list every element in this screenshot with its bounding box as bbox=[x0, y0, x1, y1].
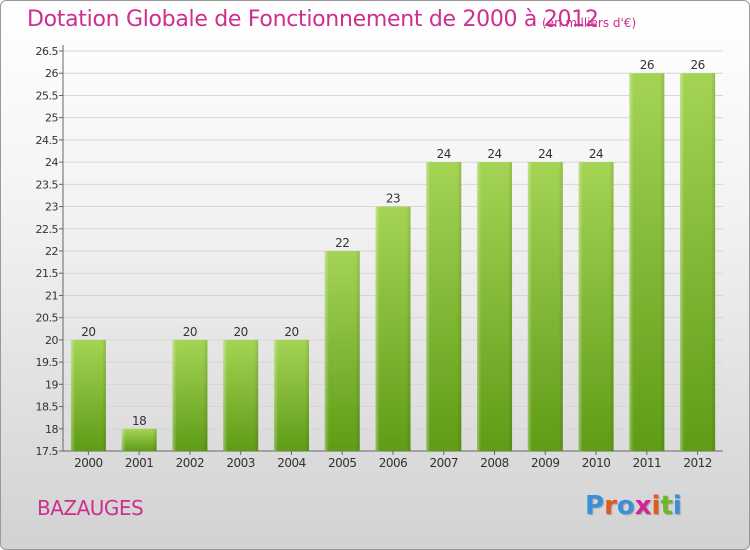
bar-shine bbox=[680, 73, 716, 451]
logo-letter: o bbox=[616, 491, 635, 521]
y-tick-label: 23 bbox=[45, 201, 58, 214]
bars bbox=[70, 73, 716, 451]
logo-letter: t bbox=[660, 491, 673, 521]
logo-letter: P bbox=[585, 491, 605, 521]
bar-group bbox=[273, 339, 309, 451]
logo-letter: i bbox=[672, 491, 682, 521]
bar-shine bbox=[477, 162, 513, 451]
bar-shine bbox=[223, 339, 259, 451]
bar-shine bbox=[273, 339, 309, 451]
logo-letter: r bbox=[604, 491, 617, 521]
bar-shine bbox=[375, 206, 411, 451]
bar-shine bbox=[629, 73, 665, 451]
y-tick-label: 24.5 bbox=[36, 134, 59, 147]
value-label: 20 bbox=[284, 325, 298, 339]
x-tick-label: 2001 bbox=[125, 456, 154, 470]
y-tick-label: 22.5 bbox=[36, 223, 59, 236]
value-label: 26 bbox=[690, 58, 704, 72]
x-tick-label: 2000 bbox=[74, 456, 103, 470]
bar-group bbox=[477, 162, 513, 451]
bar-shine bbox=[578, 162, 614, 451]
x-tick-label: 2007 bbox=[429, 456, 458, 470]
bar-group bbox=[172, 339, 208, 451]
value-label: 26 bbox=[640, 58, 654, 72]
bar-group bbox=[324, 251, 360, 451]
y-tick-label: 18.5 bbox=[36, 401, 59, 414]
y-tick-label: 18 bbox=[45, 423, 58, 436]
y-tick-label: 20.5 bbox=[36, 312, 59, 325]
y-tick-label: 23.5 bbox=[36, 178, 59, 191]
y-tick-label: 25 bbox=[45, 112, 58, 125]
bar-shine bbox=[324, 251, 360, 451]
value-label: 24 bbox=[538, 147, 552, 161]
proxiti-logo: Proxiti bbox=[585, 491, 682, 521]
bar-shine bbox=[172, 339, 208, 451]
x-tick-label: 2010 bbox=[582, 456, 611, 470]
x-tick-label: 2005 bbox=[328, 456, 357, 470]
y-tick-label: 19.5 bbox=[36, 356, 59, 369]
logo-letter: x bbox=[634, 491, 652, 521]
value-label: 23 bbox=[386, 192, 400, 206]
x-tick-label: 2006 bbox=[379, 456, 408, 470]
x-tick-label: 2008 bbox=[480, 456, 509, 470]
bar-shine bbox=[121, 428, 157, 451]
bar-group bbox=[375, 206, 411, 451]
x-tick-label: 2012 bbox=[683, 456, 712, 470]
bar-shine bbox=[426, 162, 462, 451]
unit-label: (en milliers d'€) bbox=[542, 16, 637, 30]
logo-letter: i bbox=[651, 491, 661, 521]
x-tick-label: 2004 bbox=[277, 456, 306, 470]
y-tick-label: 22 bbox=[45, 245, 58, 258]
bar-shine bbox=[527, 162, 563, 451]
x-tick-label: 2003 bbox=[226, 456, 255, 470]
y-tick-label: 20 bbox=[45, 334, 58, 347]
bar-group bbox=[70, 339, 106, 451]
value-label: 20 bbox=[234, 325, 248, 339]
value-label: 20 bbox=[183, 325, 197, 339]
commune-name: BAZAUGES bbox=[37, 496, 144, 520]
value-label: 18 bbox=[132, 414, 146, 428]
bar-group bbox=[426, 162, 462, 451]
bar-group bbox=[680, 73, 716, 451]
bar-group bbox=[629, 73, 665, 451]
x-tick-label: 2011 bbox=[633, 456, 662, 470]
x-tick-label: 2002 bbox=[176, 456, 205, 470]
labels: 17.5 18 18.5 19 19.5 20 20.5 21 21.5 22 22.5 23 23.5… bbox=[36, 45, 713, 470]
y-tick-label: 26 bbox=[45, 67, 58, 80]
value-label: 22 bbox=[335, 236, 349, 250]
chart-title: Dotation Globale de Fonctionnement de 20… bbox=[27, 7, 599, 32]
value-label: 24 bbox=[437, 147, 451, 161]
x-tick-label: 2009 bbox=[531, 456, 560, 470]
y-tick-label: 21 bbox=[45, 289, 58, 302]
value-label: 20 bbox=[81, 325, 95, 339]
bar-group bbox=[121, 428, 157, 451]
value-label: 24 bbox=[487, 147, 501, 161]
bar-group bbox=[578, 162, 614, 451]
y-tick-label: 24 bbox=[45, 156, 58, 169]
y-tick-label: 26.5 bbox=[36, 45, 59, 58]
y-tick-label: 17.5 bbox=[36, 445, 59, 458]
bar-shine bbox=[70, 339, 106, 451]
y-tick-label: 25.5 bbox=[36, 89, 59, 102]
y-tick-label: 19 bbox=[45, 378, 58, 391]
y-tick-label: 21.5 bbox=[36, 267, 59, 280]
bar-group bbox=[527, 162, 563, 451]
value-label: 24 bbox=[589, 147, 603, 161]
bar-group bbox=[223, 339, 259, 451]
